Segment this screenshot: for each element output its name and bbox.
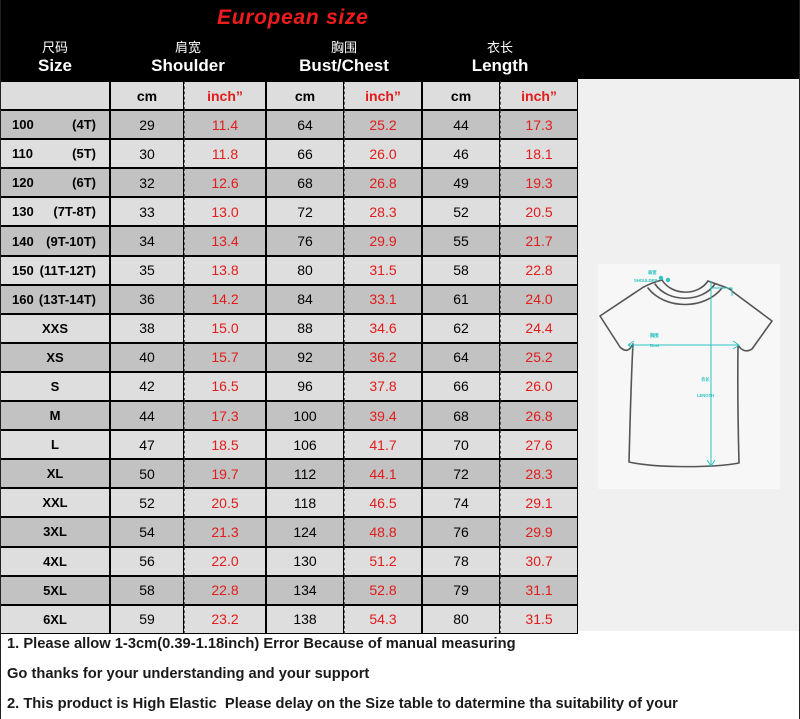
svg-text:LENGTH: LENGTH xyxy=(697,393,714,398)
svg-text:胸围: 胸围 xyxy=(650,332,659,339)
svg-text:Bust: Bust xyxy=(650,343,660,348)
svg-text:肩宽: 肩宽 xyxy=(648,269,657,276)
svg-text:SHOULDER: SHOULDER xyxy=(634,278,658,283)
svg-text:衣长: 衣长 xyxy=(701,376,710,383)
